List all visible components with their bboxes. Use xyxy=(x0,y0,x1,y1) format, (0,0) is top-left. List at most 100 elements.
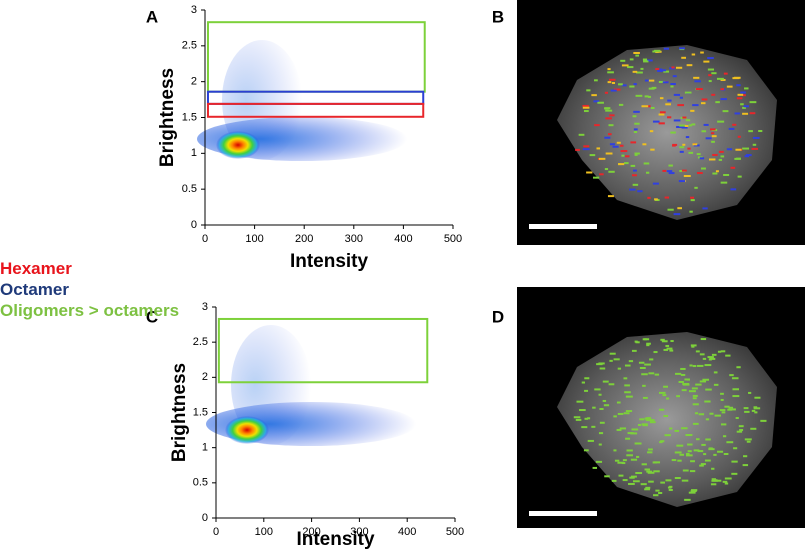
speckle xyxy=(582,148,590,151)
speckle xyxy=(634,152,640,155)
speckle xyxy=(670,82,676,85)
speckle xyxy=(680,373,686,376)
speckle xyxy=(700,338,707,341)
speckle xyxy=(744,438,752,441)
gate xyxy=(206,102,425,118)
speckle xyxy=(711,93,716,96)
speckle xyxy=(620,150,628,153)
speckle xyxy=(708,448,715,451)
speckle xyxy=(711,72,717,75)
speckle xyxy=(630,141,637,144)
speckle xyxy=(665,479,672,482)
speckle xyxy=(644,363,651,366)
speckle xyxy=(740,103,744,106)
speckle xyxy=(711,467,715,470)
speckle xyxy=(697,364,704,367)
speckle xyxy=(682,469,689,472)
speckle xyxy=(659,111,666,114)
speckle xyxy=(596,363,603,366)
speckle xyxy=(692,397,697,400)
speckle xyxy=(621,462,626,465)
speckle xyxy=(695,438,700,441)
speckle xyxy=(754,396,761,399)
speckle xyxy=(582,106,590,109)
speckle xyxy=(608,124,614,127)
speckle xyxy=(691,345,695,348)
speckle xyxy=(598,157,606,160)
speckle xyxy=(642,396,648,399)
speckle xyxy=(742,106,746,109)
speckle xyxy=(634,122,640,125)
speckle xyxy=(726,441,734,444)
speckle xyxy=(658,68,663,71)
speckle xyxy=(684,498,691,501)
speckle xyxy=(605,152,613,155)
speckle xyxy=(663,385,669,388)
speckle xyxy=(723,72,728,75)
speckle xyxy=(662,394,667,397)
speckle xyxy=(717,120,725,123)
x-axis-label: Intensity xyxy=(296,529,375,550)
speckle xyxy=(633,131,638,134)
speckle xyxy=(718,150,724,153)
speckle xyxy=(697,450,704,453)
speckle xyxy=(677,207,682,210)
x-tick-label: 100 xyxy=(255,526,273,538)
speckle xyxy=(591,425,596,428)
legend-entry: Octamer xyxy=(0,280,69,299)
speckle xyxy=(713,371,718,374)
speckle xyxy=(669,427,673,430)
speckle xyxy=(675,66,683,69)
speckle xyxy=(647,451,653,454)
speckle xyxy=(582,104,589,107)
y-tick-label: 2.5 xyxy=(182,40,197,52)
speckle xyxy=(705,388,712,391)
speckle xyxy=(736,84,741,87)
speckle xyxy=(720,155,725,158)
speckle xyxy=(732,388,740,391)
speckle xyxy=(652,50,656,53)
speckle xyxy=(745,154,752,157)
speckle xyxy=(604,107,611,110)
x-tick-label: 500 xyxy=(446,526,464,538)
speckle xyxy=(715,170,719,173)
speckle xyxy=(644,79,652,82)
speckle xyxy=(692,365,697,368)
speckle xyxy=(681,169,687,172)
speckle xyxy=(584,389,589,392)
y-tick-label: 1 xyxy=(202,442,208,454)
speckle xyxy=(627,432,634,435)
speckle xyxy=(658,492,663,495)
speckle xyxy=(632,115,637,118)
speckle xyxy=(613,88,621,91)
speckle xyxy=(648,372,655,375)
speckle xyxy=(760,419,767,422)
speckle xyxy=(690,109,695,112)
speckle xyxy=(576,400,584,403)
speckle xyxy=(727,408,733,411)
speckle xyxy=(751,147,758,150)
speckle xyxy=(664,196,670,199)
speckle xyxy=(604,136,611,139)
speckle xyxy=(707,57,714,60)
x-axis-label: Intensity xyxy=(290,251,369,272)
speckle xyxy=(665,344,670,347)
speckle xyxy=(630,475,637,478)
speckle xyxy=(703,453,707,456)
speckle xyxy=(625,155,630,158)
speckle xyxy=(681,56,686,59)
speckle xyxy=(735,417,739,420)
speckle xyxy=(609,359,613,362)
speckle xyxy=(635,94,643,97)
speckle xyxy=(631,428,639,431)
speckle xyxy=(670,85,674,88)
speckle xyxy=(625,395,633,398)
speckle xyxy=(682,383,690,386)
y-tick-label: 3 xyxy=(202,301,208,313)
speckle xyxy=(704,364,712,367)
speckle xyxy=(731,460,738,463)
x-tick-label: 200 xyxy=(295,233,313,245)
speckle xyxy=(623,377,628,380)
speckle xyxy=(641,463,647,466)
speckle xyxy=(605,109,613,112)
